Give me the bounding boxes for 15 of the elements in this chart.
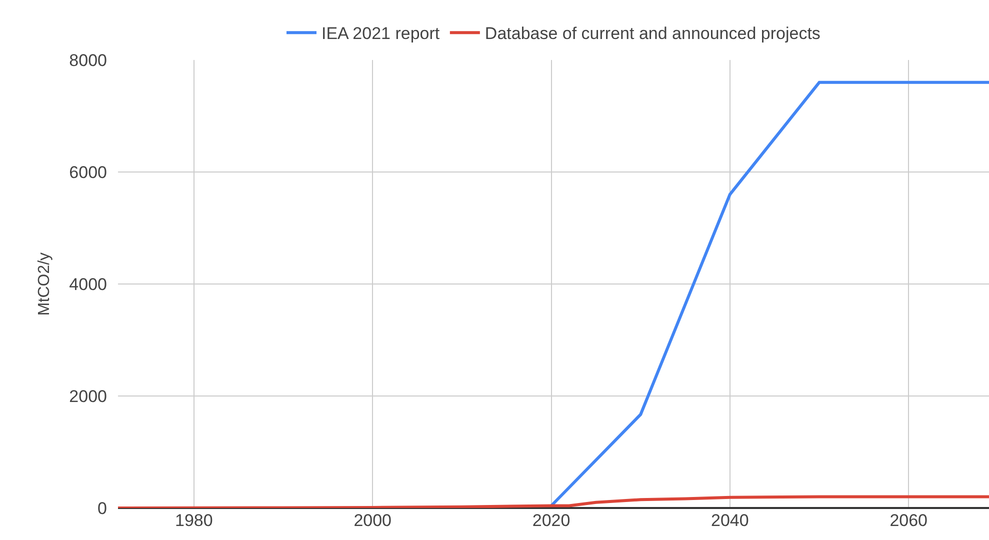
x-tick-label: 2020 (532, 511, 570, 530)
y-tick-label: 2000 (69, 386, 107, 406)
x-tick-label: 2000 (354, 511, 392, 530)
y-axis-title: MtCO2/y (36, 252, 54, 316)
y-tick-label: 8000 (69, 50, 107, 70)
line-series (118, 495, 989, 508)
x-tick-label: 2040 (711, 511, 749, 530)
x-tick-label: 1980 (175, 511, 213, 530)
x-tick-label: 2060 (890, 511, 928, 530)
y-tick-label: 4000 (69, 274, 107, 294)
y-tick-label: 6000 (69, 162, 107, 182)
legend-label: Database of current and announced projects (484, 24, 820, 44)
y-tick-label: 0 (98, 498, 107, 518)
line-series (550, 80, 989, 508)
legend-label: IEA 2021 report (322, 24, 440, 44)
